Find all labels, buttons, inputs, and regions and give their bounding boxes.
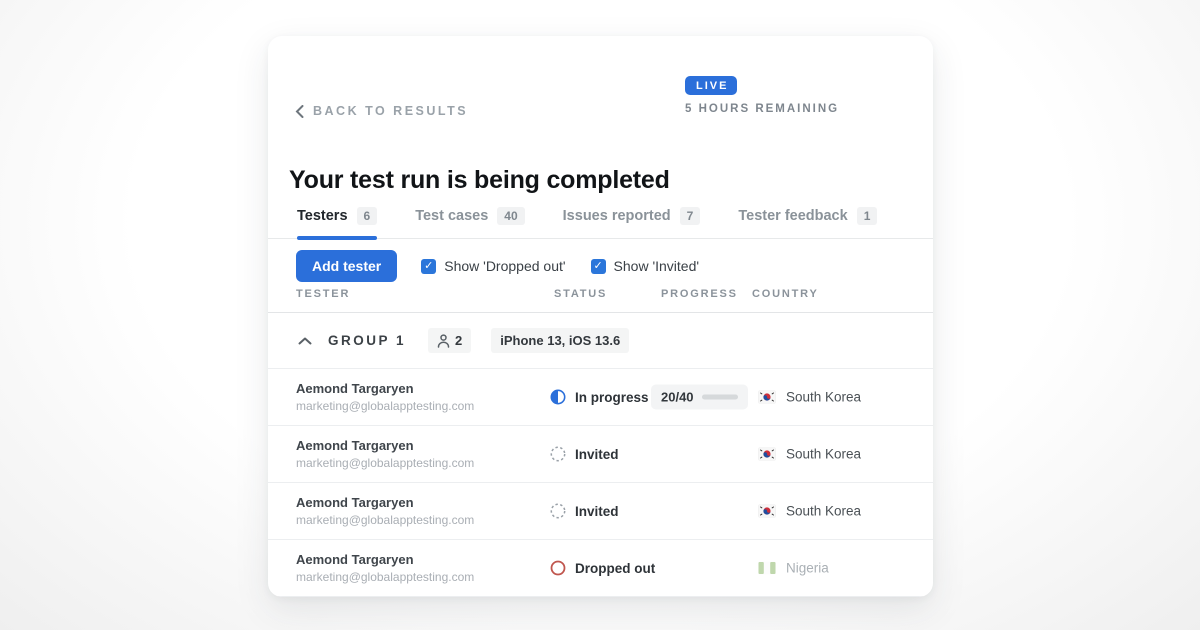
tester-email: marketing@globalapptesting.com — [296, 513, 475, 527]
tab-count-badge: 40 — [497, 207, 525, 225]
table-column-headers: TESTER STATUS PROGRESS COUNTRY — [268, 286, 933, 313]
tester-email: marketing@globalapptesting.com — [296, 456, 475, 470]
show-dropped-out-checkbox[interactable]: ✓ Show 'Dropped out' — [421, 258, 566, 274]
tab-test-cases[interactable]: Test cases 40 — [415, 207, 525, 238]
status-invited-icon — [550, 446, 566, 462]
status-label: Invited — [575, 503, 619, 519]
status-label: Dropped out — [575, 560, 656, 576]
tester-row[interactable]: Aemond Targaryen marketing@globalapptest… — [268, 540, 933, 597]
tester-name: Aemond Targaryen — [296, 438, 414, 453]
south-korea-flag-icon — [758, 390, 776, 404]
tab-testers[interactable]: Testers 6 — [297, 207, 378, 240]
toolbar: Add tester ✓ Show 'Dropped out' ✓ Show '… — [296, 250, 699, 282]
status-in-progress-icon — [550, 389, 566, 405]
table-body: GROUP 1 2 iPhone 13, iOS 13.6 Aemond Tar… — [268, 313, 933, 597]
tester-email: marketing@globalapptesting.com — [296, 399, 475, 413]
progress-bar — [701, 394, 738, 400]
country-label: Nigeria — [786, 560, 829, 576]
tab-issues-reported[interactable]: Issues reported 7 — [563, 207, 701, 238]
tester-row[interactable]: Aemond Targaryen marketing@globalapptest… — [268, 426, 933, 483]
time-remaining: 5 HOURS REMAINING — [685, 103, 840, 115]
group-name: GROUP 1 — [328, 333, 407, 348]
column-header-status: STATUS — [554, 288, 608, 300]
country-label: South Korea — [786, 446, 862, 462]
live-status: LIVE 5 HOURS REMAINING — [685, 76, 839, 115]
tester-name: Aemond Targaryen — [296, 495, 414, 510]
progress-value: 20/40 — [661, 389, 694, 405]
tab-bar: Testers 6 Test cases 40 Issues reported … — [268, 176, 933, 240]
tester-name: Aemond Targaryen — [296, 552, 414, 567]
back-link-label: BACK TO RESULTS — [313, 104, 469, 118]
tab-count-badge: 7 — [679, 207, 701, 225]
back-to-results-link[interactable]: BACK TO RESULTS — [295, 104, 468, 118]
tab-count-badge: 1 — [856, 207, 878, 225]
column-header-tester: TESTER — [296, 288, 351, 300]
column-header-country: COUNTRY — [752, 288, 819, 300]
checkbox-checked-icon: ✓ — [590, 258, 606, 274]
person-icon — [437, 333, 450, 348]
page-title: Your test run is being completed — [289, 166, 670, 194]
show-invited-checkbox[interactable]: ✓ Show 'Invited' — [590, 258, 699, 274]
status-invited-icon — [550, 503, 566, 519]
checkbox-checked-icon: ✓ — [421, 258, 437, 274]
tester-row[interactable]: Aemond Targaryen marketing@globalapptest… — [268, 369, 933, 426]
add-tester-button[interactable]: Add tester — [296, 250, 398, 282]
tab-tester-feedback[interactable]: Tester feedback 1 — [738, 207, 878, 238]
group-row[interactable]: GROUP 1 2 iPhone 13, iOS 13.6 — [268, 313, 933, 369]
tester-email: marketing@globalapptesting.com — [296, 570, 475, 584]
progress-chip: 20/40 — [651, 384, 748, 410]
group-device-chip: iPhone 13, iOS 13.6 — [491, 328, 630, 353]
chevron-left-icon — [295, 104, 304, 118]
test-run-card: BACK TO RESULTS LIVE 5 HOURS REMAINING Y… — [268, 36, 933, 597]
status-dropped-out-icon — [550, 560, 566, 576]
live-badge: LIVE — [685, 76, 738, 95]
group-member-count-chip: 2 — [428, 328, 472, 353]
chevron-up-icon — [298, 337, 312, 344]
column-header-progress: PROGRESS — [661, 288, 738, 300]
south-korea-flag-icon — [758, 504, 776, 518]
status-label: In progress — [575, 389, 649, 405]
country-label: South Korea — [786, 389, 862, 405]
country-label: South Korea — [786, 503, 862, 519]
tab-count-badge: 6 — [356, 207, 378, 225]
nigeria-flag-icon — [758, 561, 776, 575]
south-korea-flag-icon — [758, 447, 776, 461]
tester-row[interactable]: Aemond Targaryen marketing@globalapptest… — [268, 483, 933, 540]
tester-name: Aemond Targaryen — [296, 381, 414, 396]
status-label: Invited — [575, 446, 619, 462]
